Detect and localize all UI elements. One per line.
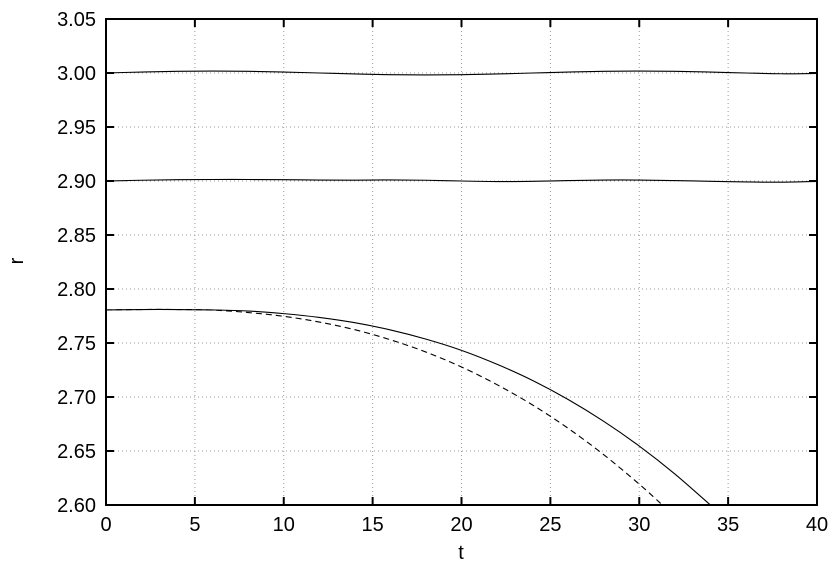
x-tick-label: 30 — [628, 514, 650, 536]
x-tick-label: 10 — [273, 514, 295, 536]
y-tick-label: 2.75 — [57, 333, 96, 355]
series-line-3 — [105, 308, 663, 506]
x-tick-label: 25 — [539, 514, 561, 536]
y-tick-label: 2.60 — [57, 495, 96, 517]
x-tick-label: 15 — [362, 514, 384, 536]
y-tick-label: 2.70 — [57, 387, 96, 409]
x-axis-label: t — [458, 542, 464, 564]
y-tick-label: 2.85 — [57, 225, 96, 247]
series-line-1 — [105, 178, 818, 183]
y-tick-label: 3.05 — [57, 9, 96, 31]
plot-frame — [105, 18, 818, 506]
x-tick-label: 0 — [100, 514, 111, 536]
y-tick-label: 2.80 — [57, 279, 96, 301]
y-tick-label: 2.90 — [57, 171, 96, 193]
y-tick-label: 3.00 — [57, 63, 96, 85]
series-line-2 — [105, 308, 711, 506]
x-tick-label: 20 — [450, 514, 472, 536]
y-tick-label: 2.95 — [57, 117, 96, 139]
x-tick-label: 35 — [717, 514, 739, 536]
x-tick-label: 5 — [189, 514, 200, 536]
series-line-0 — [105, 70, 818, 76]
y-axis-label: r — [6, 257, 28, 265]
y-tick-label: 2.65 — [57, 441, 96, 463]
x-tick-label: 40 — [806, 514, 828, 536]
